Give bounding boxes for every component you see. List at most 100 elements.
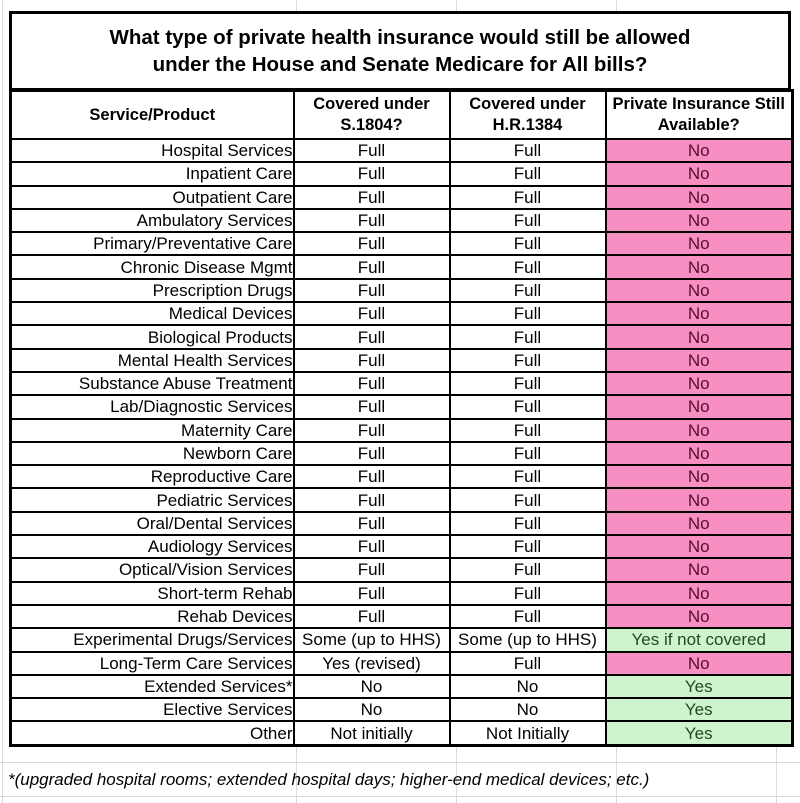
s1804-cell: Full	[292, 277, 451, 304]
s1804-cell: Full	[292, 487, 451, 513]
hr1384-cell: Full	[448, 184, 607, 210]
available-cell: No	[604, 207, 794, 234]
available-cell: No	[604, 394, 794, 420]
available-cell: No	[604, 301, 794, 327]
table-row: Chronic Disease Mgmt Full Full No	[9, 254, 794, 280]
s1804-cell: Full	[292, 324, 451, 350]
service-cell: Inpatient Care	[9, 161, 295, 187]
available-cell: No	[604, 534, 794, 560]
available-cell: No	[604, 184, 794, 210]
s1804-cell: Full	[292, 464, 451, 490]
table-row: Rehab Devices Full Full No	[9, 603, 794, 630]
service-cell: Other	[9, 720, 295, 747]
s1804-cell: Full	[292, 394, 451, 420]
spreadsheet-gridline	[616, 0, 617, 11]
available-cell: No	[604, 557, 794, 583]
page-title-line2: under the House and Senate Medicare for …	[152, 53, 648, 76]
service-cell: Outpatient Care	[9, 184, 295, 210]
s1804-cell: Yes (revised)	[292, 650, 451, 676]
page-title: What type of private health insurance wo…	[9, 11, 791, 91]
table-header: Service/Product Covered under S.1804? Co…	[9, 89, 794, 140]
spreadsheet-gridline	[456, 0, 457, 11]
s1804-cell: Full	[292, 510, 451, 537]
service-cell: Optical/Vision Services	[9, 557, 295, 583]
hr1384-cell: Full	[448, 580, 607, 606]
service-cell: Experimental Drugs/Services	[9, 627, 295, 653]
hr1384-cell: Full	[448, 487, 607, 513]
table-row: Maternity Care Full Full No	[9, 417, 794, 443]
hr1384-cell: Full	[448, 324, 607, 350]
service-cell: Pediatric Services	[9, 487, 295, 513]
service-cell: Primary/Preventative Care	[9, 231, 295, 257]
hr1384-cell: No	[448, 673, 607, 700]
spreadsheet-gridline	[296, 745, 297, 803]
available-cell: No	[604, 440, 794, 467]
column-header-s1804: Covered under S.1804?	[292, 89, 451, 140]
table-row: Outpatient Care Full Full No	[9, 184, 794, 210]
table-row: Reproductive Care Full Full No	[9, 464, 794, 490]
s1804-cell: Full	[292, 557, 451, 583]
service-cell: Biological Products	[9, 324, 295, 350]
page-title-line1: What type of private health insurance wo…	[109, 26, 691, 49]
table-row: Optical/Vision Services Full Full No	[9, 557, 794, 583]
s1804-cell: Full	[292, 207, 451, 234]
hr1384-cell: Full	[448, 603, 607, 630]
s1804-cell: Full	[292, 347, 451, 373]
hr1384-cell: Some (up to HHS)	[448, 627, 607, 653]
s1804-cell: Full	[292, 254, 451, 280]
service-cell: Newborn Care	[9, 440, 295, 467]
available-cell: No	[604, 510, 794, 537]
s1804-cell: Full	[292, 231, 451, 257]
table-row: Newborn Care Full Full No	[9, 440, 794, 467]
s1804-cell: Some (up to HHS)	[292, 627, 451, 653]
service-cell: Rehab Devices	[9, 603, 295, 630]
hr1384-cell: Full	[448, 510, 607, 537]
service-cell: Mental Health Services	[9, 347, 295, 373]
table-row: Inpatient Care Full Full No	[9, 161, 794, 187]
service-cell: Chronic Disease Mgmt	[9, 254, 295, 280]
table-row: Hospital Services Full Full No	[9, 137, 794, 164]
available-cell: Yes	[604, 720, 794, 747]
s1804-cell: Full	[292, 370, 451, 397]
hr1384-cell: Full	[448, 207, 607, 234]
hr1384-cell: Full	[448, 161, 607, 187]
table-row: Elective Services No No Yes	[9, 697, 794, 723]
available-cell: No	[604, 464, 794, 490]
hr1384-cell: Full	[448, 137, 607, 164]
s1804-cell: Full	[292, 534, 451, 560]
hr1384-cell: Full	[448, 534, 607, 560]
table-body: Hospital Services Full Full No Inpatient Car…	[9, 137, 794, 747]
s1804-cell: Full	[292, 580, 451, 606]
service-cell: Ambulatory Services	[9, 207, 295, 234]
service-cell: Medical Devices	[9, 301, 295, 327]
service-cell: Short-term Rehab	[9, 580, 295, 606]
spreadsheet-gridline	[296, 0, 297, 11]
s1804-cell: Full	[292, 603, 451, 630]
spreadsheet-gridline	[776, 745, 777, 803]
table-row: Extended Services* No No Yes	[9, 673, 794, 700]
table-row: Mental Health Services Full Full No	[9, 347, 794, 373]
table-row: Other Not initially Not Initially Yes	[9, 720, 794, 747]
s1804-cell: Full	[292, 137, 451, 164]
available-cell: No	[604, 370, 794, 397]
service-cell: Maternity Care	[9, 417, 295, 443]
service-cell: Reproductive Care	[9, 464, 295, 490]
table-row: Prescription Drugs Full Full No	[9, 277, 794, 304]
hr1384-cell: Full	[448, 347, 607, 373]
hr1384-cell: Full	[448, 394, 607, 420]
s1804-cell: No	[292, 673, 451, 700]
s1804-cell: Not initially	[292, 720, 451, 747]
hr1384-cell: Full	[448, 464, 607, 490]
hr1384-cell: Full	[448, 557, 607, 583]
table-row: Experimental Drugs/Services Some (up to H…	[9, 627, 794, 653]
s1804-cell: No	[292, 697, 451, 723]
available-cell: No	[604, 347, 794, 373]
column-header-private-insurance: Private Insurance Still Available?	[604, 89, 794, 140]
available-cell: Yes	[604, 697, 794, 723]
service-cell: Oral/Dental Services	[9, 510, 295, 537]
available-cell: No	[604, 277, 794, 304]
hr1384-cell: Full	[448, 254, 607, 280]
available-cell: No	[604, 254, 794, 280]
coverage-table: Service/Product Covered under S.1804? Co…	[9, 89, 794, 747]
available-cell: No	[604, 650, 794, 676]
